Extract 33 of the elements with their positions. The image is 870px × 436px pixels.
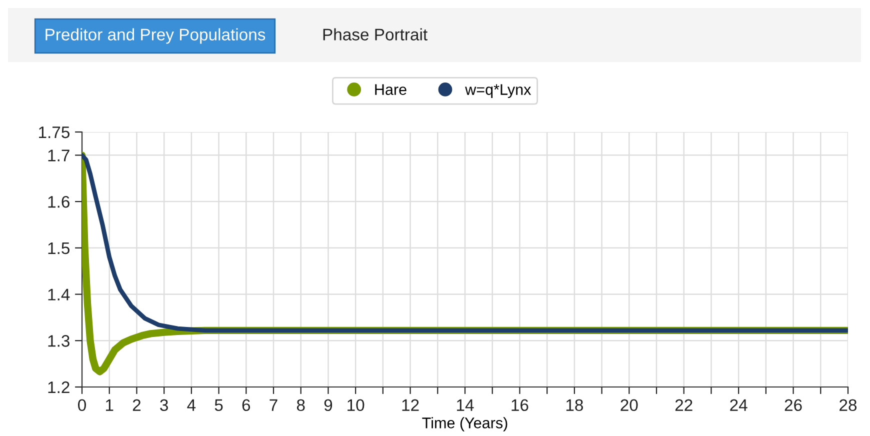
text: Preditor and Prey Populations bbox=[46, 28, 266, 44]
x-tick-label: 8 bbox=[296, 399, 305, 412]
text: Phase Portrait bbox=[323, 28, 428, 40]
y-tick-label: 1.3 bbox=[48, 335, 70, 347]
x-tick-label: 1 bbox=[106, 399, 114, 411]
x-tick-label: 5 bbox=[214, 399, 223, 412]
y-tick-label: 1.4 bbox=[48, 288, 70, 300]
legend-label: Hare bbox=[375, 84, 406, 95]
x-tick-label: 14 bbox=[457, 399, 474, 411]
x-tick-label: 22 bbox=[675, 399, 692, 411]
x-tick-label: 3 bbox=[160, 399, 168, 412]
x-axis-title: Time (Years) bbox=[422, 417, 508, 432]
x-tick-label: 7 bbox=[270, 399, 278, 411]
x-tick-label: 28 bbox=[840, 399, 857, 412]
y-tick-label: 1.75 bbox=[39, 126, 70, 138]
y-tick-label: 1.7 bbox=[48, 150, 70, 162]
y-tick-label: 1.5 bbox=[48, 242, 70, 254]
x-tick-label: 9 bbox=[324, 399, 332, 412]
x-tick-label: 24 bbox=[730, 399, 748, 411]
x-tick-label: 4 bbox=[187, 399, 196, 411]
x-tick-label: 2 bbox=[132, 399, 141, 411]
y-tick-label: 1.2 bbox=[48, 381, 70, 394]
line-series bbox=[82, 152, 848, 333]
x-tick-label: 16 bbox=[512, 399, 528, 412]
x-tick-label: 20 bbox=[620, 399, 638, 412]
x-tick-label: 6 bbox=[242, 399, 250, 412]
x-tick-label: 26 bbox=[784, 399, 802, 412]
legend-label: w=q*Lynx bbox=[465, 84, 532, 98]
x-tick-label: 12 bbox=[402, 399, 419, 411]
x-tick-label: 18 bbox=[566, 399, 583, 412]
y-tick-label: 1.6 bbox=[48, 196, 70, 208]
x-tick-label: 0 bbox=[78, 399, 86, 412]
x-tick-label: 10 bbox=[348, 399, 364, 412]
